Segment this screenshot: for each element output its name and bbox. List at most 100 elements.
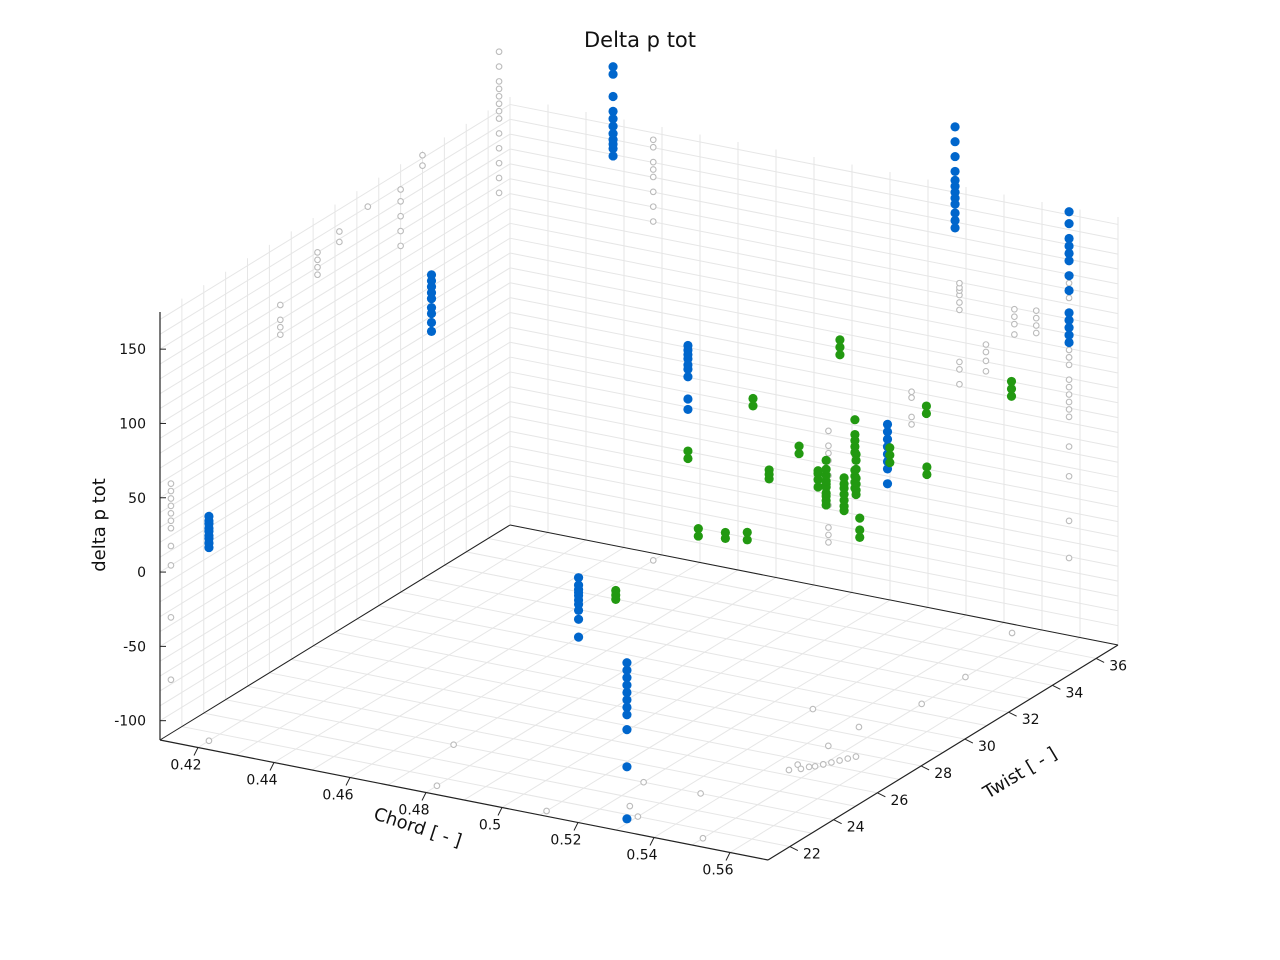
data-point-green xyxy=(921,401,932,411)
z-axis-label: delta p tot xyxy=(89,478,110,572)
data-point-gray xyxy=(908,394,915,402)
data-point-green xyxy=(921,408,932,419)
tick-labels: 0.42 0.44 0.46 0.48 0.5 0.52 0.54 0.56 22 24 26 28 3… xyxy=(114,342,1127,878)
y-tick-label: 24 xyxy=(847,820,865,836)
data-point-blue xyxy=(1064,308,1074,318)
data-point-gray xyxy=(982,341,990,348)
data-point-green xyxy=(748,401,758,411)
x-tick-label: 0.52 xyxy=(550,833,581,849)
left-wall-grid-line xyxy=(159,356,511,573)
data-point-gray xyxy=(908,421,915,428)
back-wall-grid-line xyxy=(509,267,1119,389)
data-point-green xyxy=(813,466,823,476)
data-point-gray xyxy=(1065,554,1073,562)
data-point-gray xyxy=(336,238,343,246)
data-point-gray xyxy=(495,78,503,85)
data-point-gray xyxy=(825,539,832,546)
data-point-gray xyxy=(1011,305,1018,313)
back-wall-grid-line xyxy=(509,163,1119,285)
data-point-gray xyxy=(785,766,793,774)
data-point-gray xyxy=(649,203,657,211)
data-point-gray xyxy=(276,316,284,324)
data-point-gray xyxy=(982,348,990,356)
data-point-gray xyxy=(825,442,832,450)
floor-grid-line xyxy=(225,699,834,821)
data-point-blue xyxy=(622,814,632,824)
floor-grid-line xyxy=(291,658,900,780)
data-point-green xyxy=(821,464,831,474)
data-point-gray xyxy=(167,517,175,525)
left-wall-grid-line xyxy=(159,193,511,410)
data-points xyxy=(167,48,1074,842)
data-point-blue xyxy=(1064,271,1074,281)
z-tick-label: 150 xyxy=(119,342,146,358)
floor-grid-line xyxy=(378,605,987,727)
data-point-gray xyxy=(205,737,213,745)
data-point-blue xyxy=(573,632,584,642)
data-point-gray xyxy=(962,673,969,681)
data-point-blue xyxy=(1064,330,1074,340)
data-point-green xyxy=(821,455,831,465)
data-point-gray xyxy=(495,92,503,100)
data-point-green xyxy=(885,443,895,453)
data-point-green xyxy=(693,524,703,534)
x-tick-mark xyxy=(421,792,427,801)
data-point-blue xyxy=(950,166,960,177)
back-wall-grid-line xyxy=(509,386,1119,508)
left-wall-grid-line xyxy=(159,505,511,722)
data-point-gray xyxy=(1032,322,1040,329)
data-point-green xyxy=(1006,391,1017,401)
y-tick-mark xyxy=(833,819,842,825)
left-wall-grid-line xyxy=(159,133,511,350)
data-point-blue xyxy=(1064,233,1074,244)
data-point-gray xyxy=(167,487,175,495)
data-point-green xyxy=(922,469,932,480)
data-point-gray xyxy=(649,218,657,225)
y-tick-mark xyxy=(920,765,930,771)
data-point-green xyxy=(683,446,693,456)
data-point-blue xyxy=(882,427,893,437)
data-point-blue xyxy=(1064,323,1074,333)
data-point-gray xyxy=(1065,391,1073,398)
back-wall-grid-line xyxy=(509,445,1119,567)
back-wall-grid-line xyxy=(509,505,1119,627)
data-point-gray xyxy=(649,158,657,166)
z-tick-label: 100 xyxy=(119,416,146,432)
data-point-gray xyxy=(1065,294,1073,302)
data-point-gray xyxy=(825,449,832,457)
left-wall-grid-line xyxy=(159,208,511,424)
data-point-gray xyxy=(276,331,284,339)
back-wall-grid-line xyxy=(509,475,1119,597)
back-wall-grid-line xyxy=(509,356,1119,478)
data-point-blue xyxy=(950,208,960,218)
data-point-gray xyxy=(811,762,819,770)
data-point-blue xyxy=(622,680,632,690)
data-point-blue xyxy=(1064,256,1074,266)
back-wall-grid-line xyxy=(509,460,1119,582)
data-point-green xyxy=(850,429,860,440)
data-point-green xyxy=(1006,384,1017,394)
back-wall-grid-line xyxy=(509,430,1119,552)
back-wall-grid-line xyxy=(509,282,1119,404)
data-point-blue xyxy=(608,69,618,79)
data-point-gray xyxy=(805,763,813,771)
left-floor-edge xyxy=(159,524,511,741)
left-wall-grid-line xyxy=(159,326,511,543)
data-point-gray xyxy=(649,188,657,196)
left-wall-grid-line xyxy=(159,475,511,692)
data-point-gray xyxy=(956,380,963,388)
left-wall-grid-line xyxy=(159,282,511,499)
data-point-blue xyxy=(622,687,632,698)
data-point-gray xyxy=(1008,629,1016,637)
data-point-green xyxy=(839,473,849,483)
data-point-blue xyxy=(622,658,632,668)
data-point-blue xyxy=(882,479,893,489)
data-point-blue xyxy=(573,580,584,590)
grid xyxy=(159,97,1119,861)
data-point-green xyxy=(1006,376,1017,387)
data-point-gray xyxy=(397,186,404,193)
data-point-gray xyxy=(1032,307,1040,315)
data-point-gray xyxy=(397,227,404,235)
data-point-gray xyxy=(495,100,503,108)
